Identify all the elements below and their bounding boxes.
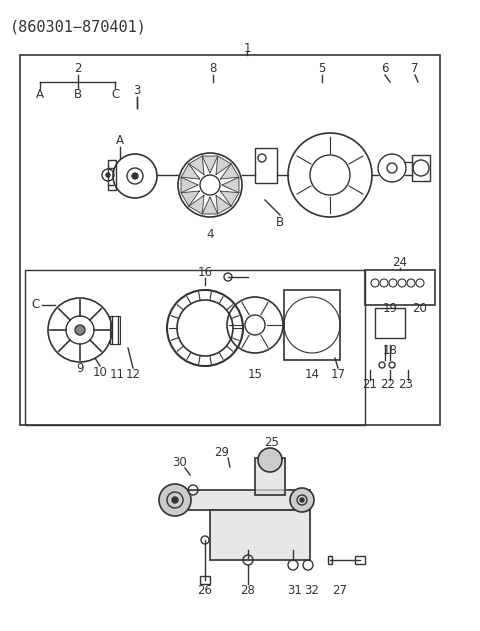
Text: 6: 6 bbox=[381, 61, 389, 74]
Text: B: B bbox=[74, 88, 82, 102]
Text: 31: 31 bbox=[288, 584, 302, 596]
Text: 11: 11 bbox=[109, 369, 124, 382]
Polygon shape bbox=[216, 196, 231, 214]
Polygon shape bbox=[189, 196, 204, 214]
Bar bbox=[255, 148, 277, 183]
Bar bbox=[328, 556, 332, 564]
Circle shape bbox=[106, 173, 110, 177]
Circle shape bbox=[132, 173, 138, 179]
Text: 16: 16 bbox=[197, 266, 213, 278]
Text: 1: 1 bbox=[243, 42, 251, 54]
Text: 12: 12 bbox=[125, 369, 141, 382]
Polygon shape bbox=[220, 191, 239, 206]
Polygon shape bbox=[210, 510, 310, 560]
Text: 23: 23 bbox=[398, 379, 413, 391]
Bar bbox=[200, 576, 210, 584]
Polygon shape bbox=[181, 164, 200, 179]
Text: 7: 7 bbox=[411, 61, 419, 74]
Bar bbox=[412, 155, 430, 181]
Polygon shape bbox=[165, 490, 310, 510]
Bar bbox=[284, 290, 340, 360]
Text: 10: 10 bbox=[93, 367, 108, 379]
Text: 5: 5 bbox=[318, 61, 326, 74]
Polygon shape bbox=[202, 156, 218, 173]
Circle shape bbox=[290, 488, 314, 512]
Circle shape bbox=[159, 484, 191, 516]
Polygon shape bbox=[216, 156, 231, 175]
Polygon shape bbox=[220, 164, 239, 179]
Circle shape bbox=[258, 448, 282, 472]
Bar bbox=[25, 270, 365, 425]
Circle shape bbox=[75, 325, 85, 335]
Text: 15: 15 bbox=[248, 369, 263, 382]
Text: 29: 29 bbox=[215, 445, 229, 459]
Circle shape bbox=[300, 498, 304, 502]
Text: 27: 27 bbox=[333, 584, 348, 596]
Text: A: A bbox=[36, 88, 44, 102]
Text: 24: 24 bbox=[393, 256, 408, 269]
Bar bbox=[20, 55, 440, 425]
Text: 17: 17 bbox=[331, 369, 346, 382]
Text: 8: 8 bbox=[209, 61, 216, 74]
Text: (860301−870401): (860301−870401) bbox=[10, 20, 147, 35]
Text: A: A bbox=[116, 134, 124, 146]
Bar bbox=[375, 308, 405, 338]
Text: 4: 4 bbox=[206, 228, 214, 242]
Text: 19: 19 bbox=[383, 302, 397, 314]
Polygon shape bbox=[222, 177, 239, 192]
Text: B: B bbox=[276, 216, 284, 228]
Polygon shape bbox=[255, 458, 285, 495]
Text: 2: 2 bbox=[74, 61, 82, 74]
Text: 21: 21 bbox=[362, 379, 377, 391]
Text: 22: 22 bbox=[381, 379, 396, 391]
Text: C: C bbox=[111, 88, 119, 102]
Bar bbox=[210, 510, 310, 560]
Bar bbox=[165, 490, 310, 510]
Text: 18: 18 bbox=[383, 343, 397, 357]
Text: 25: 25 bbox=[264, 437, 279, 449]
Text: 30: 30 bbox=[173, 456, 187, 469]
Bar bbox=[355, 556, 365, 564]
Bar bbox=[365, 270, 435, 305]
Text: 26: 26 bbox=[197, 584, 213, 596]
Text: 20: 20 bbox=[413, 302, 427, 314]
Text: 28: 28 bbox=[240, 584, 255, 596]
Text: 9: 9 bbox=[76, 362, 84, 375]
Polygon shape bbox=[202, 197, 218, 214]
Polygon shape bbox=[189, 156, 204, 175]
Circle shape bbox=[172, 497, 178, 503]
Text: 3: 3 bbox=[133, 83, 141, 97]
Text: 32: 32 bbox=[305, 584, 319, 596]
Text: C: C bbox=[31, 298, 39, 312]
Text: 14: 14 bbox=[304, 369, 320, 382]
Polygon shape bbox=[181, 191, 200, 206]
Bar bbox=[255, 458, 285, 495]
Bar bbox=[110, 316, 120, 344]
Bar bbox=[108, 160, 116, 190]
Polygon shape bbox=[181, 177, 198, 192]
